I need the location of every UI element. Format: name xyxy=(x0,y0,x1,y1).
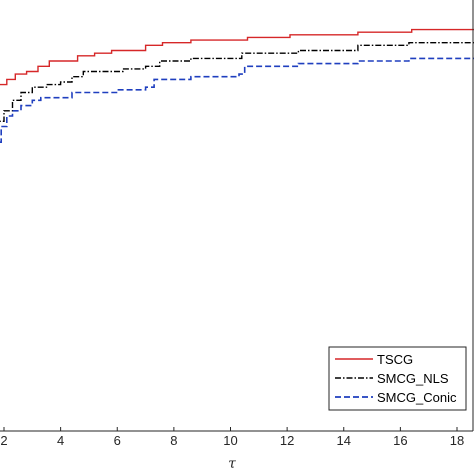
legend-entry-label: SMCG_Conic xyxy=(377,390,457,405)
x-tick-label: 10 xyxy=(223,433,237,448)
x-tick-label: 6 xyxy=(114,433,121,448)
series-line-smcg-nls xyxy=(0,42,474,122)
series-line-tscg xyxy=(0,28,474,86)
legend-entry-label: SMCG_NLS xyxy=(377,371,449,386)
x-tick-label: 2 xyxy=(0,433,7,448)
x-tick-label: 8 xyxy=(170,433,177,448)
x-tick-label: 4 xyxy=(57,433,64,448)
series-layer xyxy=(0,28,474,143)
x-tick-label: 18 xyxy=(450,433,464,448)
x-tick-label: 16 xyxy=(393,433,407,448)
axes-layer: 2 4 6 8 10 12 14 16 18 xyxy=(0,0,474,448)
x-tick-label: 14 xyxy=(337,433,351,448)
legend: TSCG SMCG_NLS SMCG_Conic xyxy=(328,346,467,411)
x-axis-label: τ xyxy=(228,456,236,472)
series-line-smcg-conic xyxy=(0,57,474,143)
x-tick-label: 12 xyxy=(280,433,294,448)
legend-entry-label: TSCG xyxy=(377,352,413,367)
